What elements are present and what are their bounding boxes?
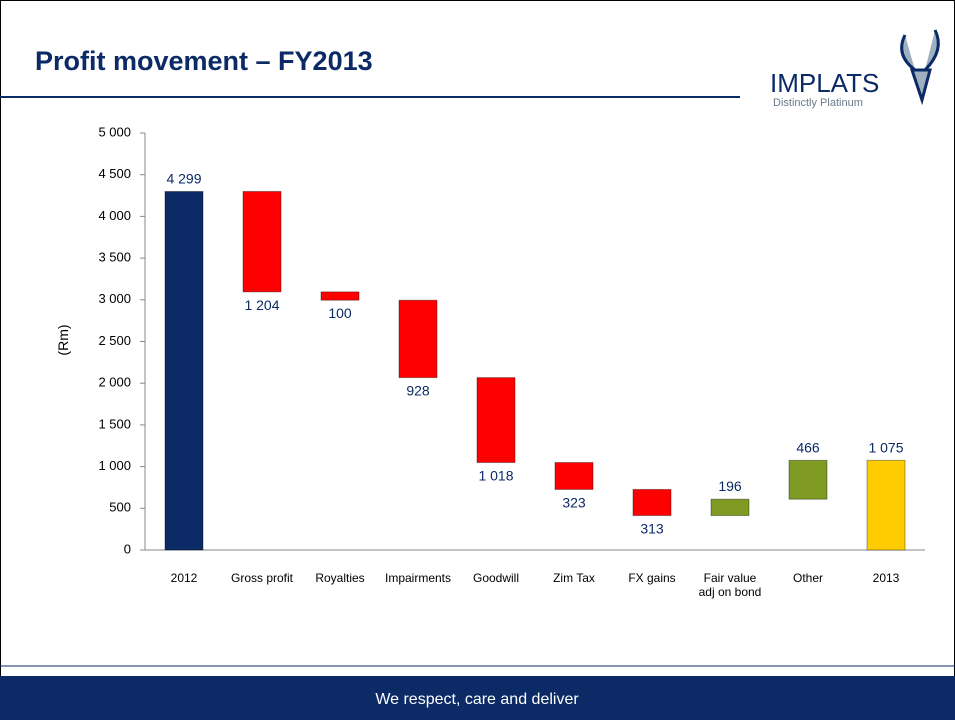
bar — [632, 488, 672, 517]
x-tick-label: Royalties — [315, 571, 364, 585]
value-label: 323 — [562, 494, 586, 510]
bar — [164, 190, 204, 551]
logo-icon — [900, 29, 940, 106]
y-tick-label: 2 000 — [98, 375, 131, 390]
x-tick-label: 2013 — [873, 571, 900, 585]
bar — [398, 299, 438, 379]
value-label: 100 — [328, 305, 352, 321]
bar — [242, 190, 282, 293]
x-tick-label: Impairments — [385, 571, 451, 585]
bar — [710, 498, 750, 517]
y-tick-label: 1 500 — [98, 416, 131, 431]
value-label: 1 018 — [478, 468, 513, 484]
logo: IMPLATS Distinctly Platinum — [770, 29, 940, 109]
x-tick-label: Fair value adj on bond — [699, 571, 762, 599]
value-label: 313 — [640, 521, 664, 537]
bar — [554, 462, 594, 490]
bar — [788, 459, 828, 500]
y-tick-label: 0 — [124, 541, 131, 556]
value-label: 1 204 — [244, 297, 279, 313]
x-tick-label: Zim Tax — [553, 571, 595, 585]
value-label: 196 — [718, 478, 742, 494]
x-tick-label: Gross profit — [231, 571, 294, 585]
y-tick-label: 4 000 — [98, 208, 131, 223]
x-tick-label: FX gains — [628, 571, 675, 585]
bar — [476, 377, 516, 464]
y-tick-label: 1 000 — [98, 458, 131, 473]
y-tick-label: 5 000 — [98, 124, 131, 139]
slide-title: Profit movement – FY2013 — [35, 46, 373, 76]
logo-tagline: Distinctly Platinum — [773, 97, 863, 109]
x-tick-label: Goodwill — [473, 571, 519, 585]
y-tick-label: 3 500 — [98, 250, 131, 265]
value-label: 4 299 — [166, 170, 201, 186]
y-tick-label: 4 500 — [98, 166, 131, 181]
value-label: 928 — [406, 383, 430, 399]
bar — [866, 459, 906, 551]
y-tick-label: 500 — [109, 500, 131, 515]
logo-text: IMPLATS — [770, 68, 879, 98]
y-tick-label: 2 500 — [98, 333, 131, 348]
value-label: 466 — [796, 439, 820, 455]
footer-text: We respect, care and deliver — [375, 691, 579, 708]
x-tick-label: Other — [793, 571, 823, 585]
x-tick-label: 2012 — [171, 571, 198, 585]
y-axis-label: (Rm) — [55, 324, 71, 355]
value-label: 1 075 — [868, 439, 903, 455]
y-tick-label: 3 000 — [98, 291, 131, 306]
bar — [320, 291, 360, 301]
footer-band — [0, 676, 955, 720]
